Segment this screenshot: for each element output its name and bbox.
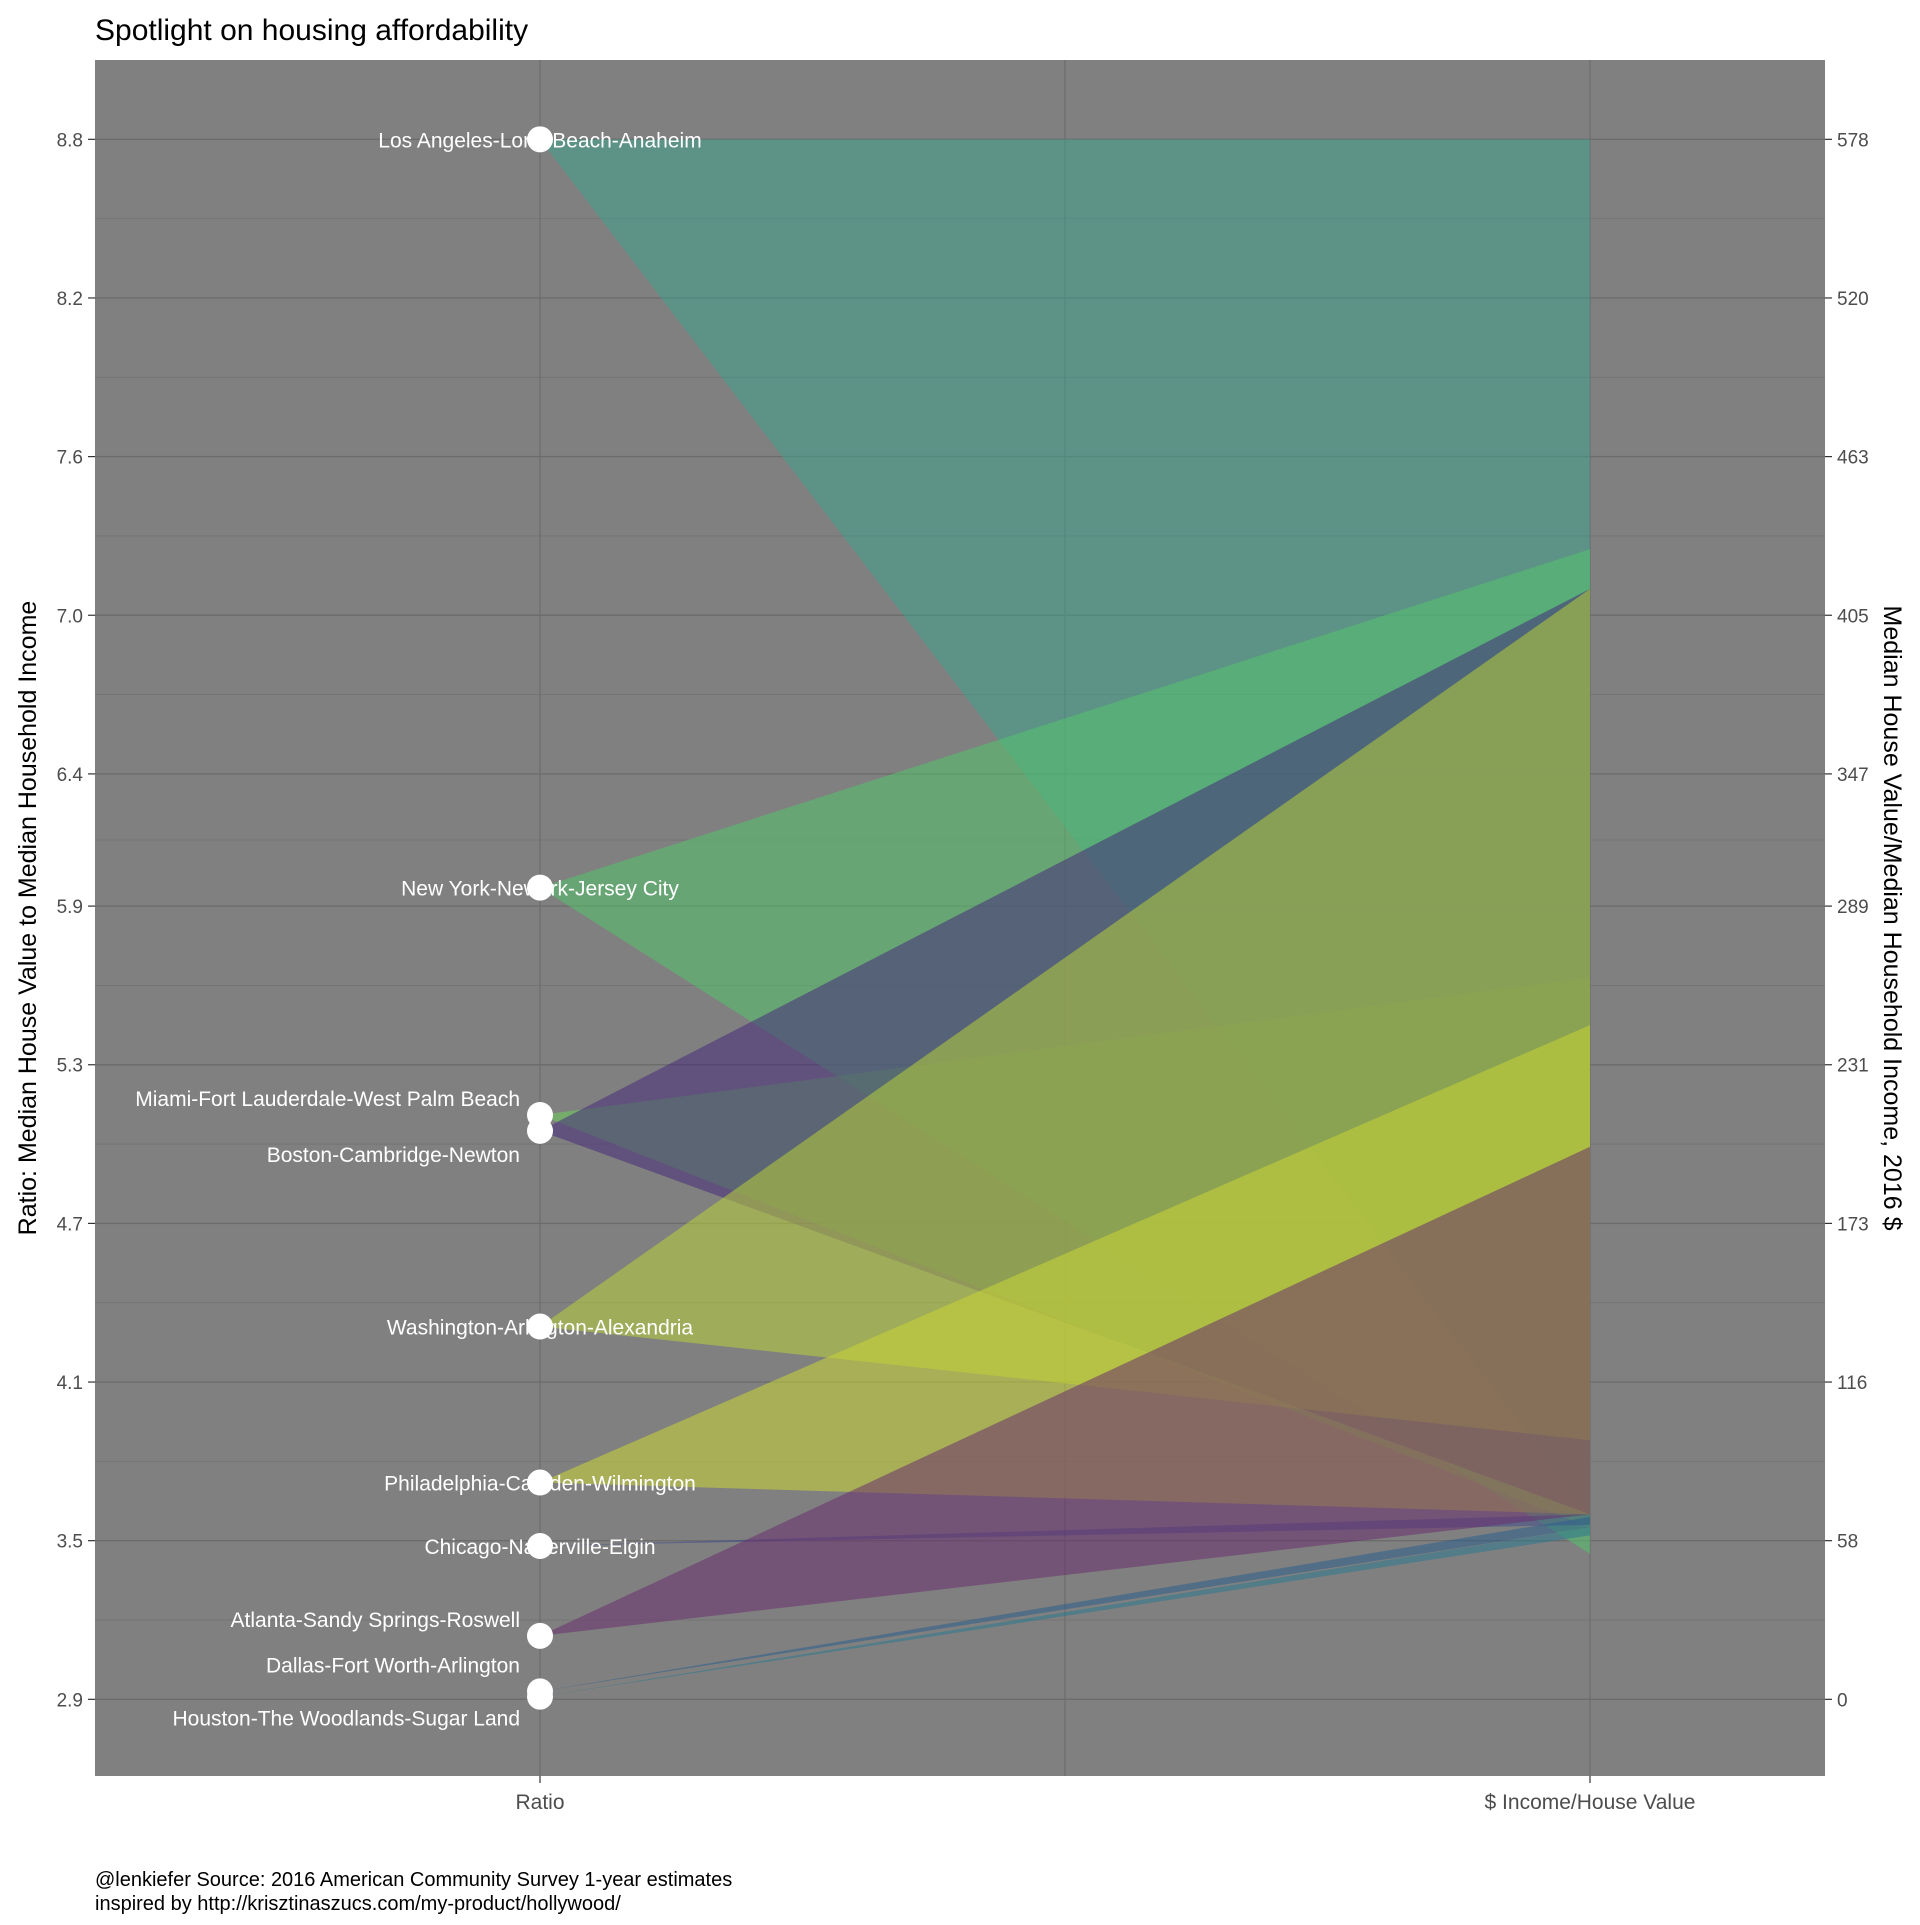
point-label-9: Houston-The Woodlands-Sugar Land bbox=[173, 1708, 521, 1731]
y-axis-left-title: Ratio: Median House Value to Median Hous… bbox=[14, 601, 42, 1236]
y-right-tick-label: 520 bbox=[1837, 289, 1869, 310]
band-8 bbox=[540, 1516, 1590, 1692]
y-right-tick-label: 289 bbox=[1837, 897, 1869, 918]
y-left-tick-label: 4.7 bbox=[57, 1214, 83, 1235]
y-right-tick-label: 231 bbox=[1837, 1056, 1869, 1077]
y-left-tick-label: 6.4 bbox=[57, 765, 84, 786]
point-label-0: Los Angeles-Long Beach-Anaheim bbox=[378, 129, 701, 152]
point-label-3: Boston-Cambridge-Newton bbox=[267, 1144, 520, 1167]
y-right-tick-label: 463 bbox=[1837, 448, 1869, 469]
band-7 bbox=[540, 1146, 1590, 1636]
point-6 bbox=[527, 1532, 553, 1559]
y-right-tick-label: 116 bbox=[1837, 1373, 1867, 1394]
y-left-tick-label: 2.9 bbox=[57, 1690, 83, 1711]
point-3 bbox=[527, 1117, 553, 1144]
point-label-4: Washington-Arlington-Alexandria bbox=[387, 1317, 694, 1340]
point-label-8: Dallas-Fort Worth-Arlington bbox=[266, 1654, 520, 1677]
band-9 bbox=[540, 1527, 1590, 1697]
y-right-tick-label: 0 bbox=[1837, 1690, 1848, 1711]
caption-line-1: @lenkiefer Source: 2016 American Communi… bbox=[95, 1869, 732, 1891]
point-label-5: Philadelphia-Camden-Wilmington bbox=[384, 1473, 696, 1496]
axis-layer: 2.9 3.5 4.1 4.7 5.3 5.9 6.4 7.0 7.6 8.2 8.8 0 58 116 1… bbox=[57, 130, 1869, 1814]
point-0 bbox=[527, 126, 553, 153]
point-label-2: Miami-Fort Lauderdale-West Palm Beach bbox=[135, 1088, 520, 1111]
y-right-tick-label: 405 bbox=[1837, 606, 1869, 627]
x-tick-label: $ Income/House Value bbox=[1485, 1791, 1696, 1814]
point-label-7: Atlanta-Sandy Springs-Roswell bbox=[231, 1609, 520, 1632]
point-label-1: New York-Newark-Jersey City bbox=[401, 878, 679, 901]
point-label-6: Chicago-Naperville-Elgin bbox=[424, 1536, 655, 1559]
y-left-tick-label: 5.9 bbox=[57, 897, 83, 918]
point-7 bbox=[527, 1622, 553, 1649]
y-right-tick-label: 347 bbox=[1837, 765, 1869, 786]
y-axis-right-title: Median House Value/Median Household Inco… bbox=[1878, 606, 1906, 1231]
point-9 bbox=[527, 1683, 553, 1710]
point-5 bbox=[527, 1469, 553, 1496]
y-left-tick-label: 8.2 bbox=[57, 289, 83, 310]
y-left-tick-label: 3.5 bbox=[57, 1532, 83, 1553]
y-left-tick-label: 4.1 bbox=[57, 1373, 83, 1394]
y-left-tick-label: 7.0 bbox=[57, 606, 83, 627]
caption-line-2: inspired by http://krisztinaszucs.com/my… bbox=[95, 1893, 621, 1915]
point-1 bbox=[527, 874, 553, 901]
label-layer: Los Angeles-Long Beach-Anaheim New York-N… bbox=[135, 129, 701, 1730]
y-left-tick-label: 8.8 bbox=[57, 130, 83, 151]
y-left-tick-label: 7.6 bbox=[57, 448, 83, 469]
band-layer bbox=[540, 139, 1590, 1697]
chart-title: Spotlight on housing affordability bbox=[95, 14, 528, 47]
y-left-tick-label: 5.3 bbox=[57, 1056, 83, 1077]
y-right-tick-label: 173 bbox=[1837, 1214, 1869, 1235]
y-right-tick-label: 58 bbox=[1837, 1532, 1858, 1553]
point-layer bbox=[527, 126, 553, 1710]
point-4 bbox=[527, 1313, 553, 1340]
y-right-tick-label: 578 bbox=[1837, 130, 1869, 151]
x-tick-label: Ratio bbox=[515, 1791, 564, 1814]
